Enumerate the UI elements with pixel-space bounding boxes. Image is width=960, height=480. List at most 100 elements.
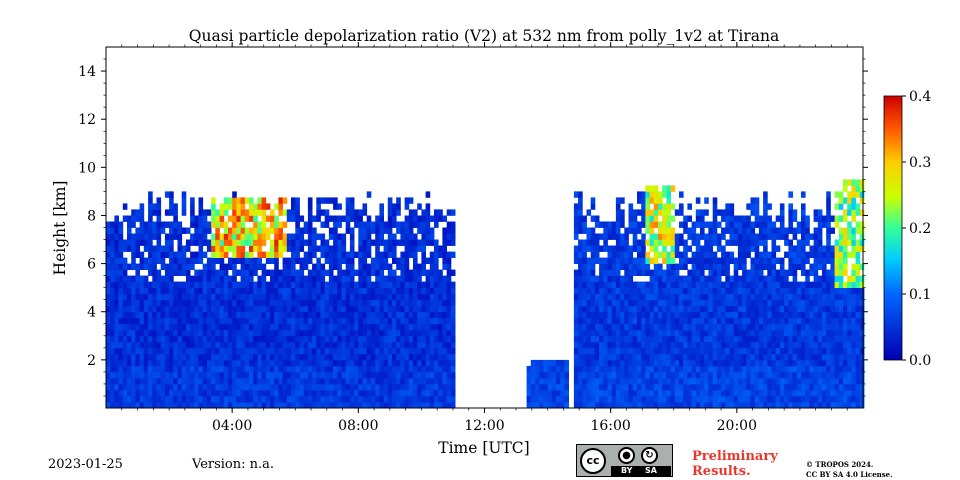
heatmap-cell xyxy=(662,281,667,288)
heatmap-cell xyxy=(223,227,229,234)
heatmap-cell xyxy=(328,197,334,204)
heatmap-cell xyxy=(366,377,372,385)
heatmap-cell xyxy=(387,341,393,349)
heatmap-cell xyxy=(666,317,671,325)
heatmap-cell xyxy=(370,323,376,331)
heatmap-cell xyxy=(649,335,655,343)
heatmap-cell xyxy=(375,275,380,282)
heatmap-cell xyxy=(202,215,208,222)
heatmap-cell xyxy=(826,371,831,379)
heatmap-cell xyxy=(299,371,305,379)
heatmap-cell xyxy=(822,281,827,288)
heatmap-cell xyxy=(582,293,587,301)
heatmap-cell xyxy=(387,209,393,216)
heatmap-cell xyxy=(450,221,456,228)
heatmap-cell xyxy=(118,383,124,391)
heatmap-cell xyxy=(683,281,688,288)
heatmap-cell xyxy=(122,275,128,282)
heatmap-cell xyxy=(253,227,258,234)
heatmap-cell xyxy=(223,383,229,391)
heatmap-cell xyxy=(530,402,536,409)
heatmap-cell xyxy=(198,389,204,397)
heatmap-cell xyxy=(160,281,166,288)
heatmap-cell xyxy=(270,335,275,343)
heatmap-cell xyxy=(333,221,338,228)
heatmap-cell xyxy=(641,347,646,355)
heatmap-cell xyxy=(695,239,701,246)
heatmap-cell xyxy=(754,329,760,337)
heatmap-cell xyxy=(387,335,393,343)
heatmap-cell xyxy=(658,269,663,276)
heatmap-cell xyxy=(328,299,334,307)
heatmap-cell xyxy=(801,269,806,276)
heatmap-cell xyxy=(379,329,384,337)
heatmap-cell xyxy=(413,275,418,282)
heatmap-cell xyxy=(127,227,132,234)
heatmap-cell xyxy=(244,269,250,276)
heatmap-cell xyxy=(135,305,140,313)
heatmap-cell xyxy=(270,311,275,319)
heatmap-cell xyxy=(578,251,583,258)
heatmap-cell xyxy=(666,335,671,343)
heatmap-cell xyxy=(114,221,119,228)
heatmap-cell xyxy=(265,251,271,258)
heatmap-cell xyxy=(421,239,426,246)
heatmap-cell xyxy=(637,341,642,349)
heatmap-cell xyxy=(834,377,840,385)
heatmap-cell xyxy=(620,215,625,222)
heatmap-cell xyxy=(337,341,342,349)
heatmap-cell xyxy=(700,329,705,337)
heatmap-cell xyxy=(152,287,157,295)
heatmap-cell xyxy=(404,269,410,276)
heatmap-cell xyxy=(122,353,128,361)
heatmap-cell xyxy=(843,377,848,385)
heatmap-cell xyxy=(578,281,583,288)
heatmap-cell xyxy=(543,371,548,379)
heatmap-cell xyxy=(127,287,132,295)
heatmap-cell xyxy=(796,359,802,367)
heatmap-cell xyxy=(354,269,359,276)
heatmap-cell xyxy=(843,341,848,349)
heatmap-cell xyxy=(236,245,241,252)
heatmap-cell xyxy=(404,335,410,343)
heatmap-cell xyxy=(425,239,431,246)
heatmap-cell xyxy=(131,311,136,319)
heatmap-cell xyxy=(578,221,583,228)
heatmap-cell xyxy=(211,251,216,258)
heatmap-cell xyxy=(131,215,136,222)
heatmap-cell xyxy=(746,227,751,234)
heatmap-cell xyxy=(337,299,342,307)
heatmap-cell xyxy=(737,329,743,337)
heatmap-cell xyxy=(796,396,802,403)
heatmap-cell xyxy=(169,317,174,325)
heatmap-cell xyxy=(746,341,751,349)
heatmap-cell xyxy=(653,209,659,216)
heatmap-cell xyxy=(670,269,676,276)
x-axis: 04:00 08:00 12:00 16:00 20:00 xyxy=(121,42,848,434)
heatmap-cell xyxy=(211,305,216,313)
heatmap-cell xyxy=(687,257,692,264)
heatmap-cell xyxy=(379,299,384,307)
heatmap-cell xyxy=(573,227,579,234)
heatmap-cell xyxy=(779,371,785,379)
heatmap-cell xyxy=(615,287,621,295)
heatmap-cell xyxy=(312,371,317,379)
heatmap-cell xyxy=(429,359,435,367)
heatmap-cell xyxy=(784,233,789,240)
heatmap-cell xyxy=(358,227,363,234)
heatmap-cell xyxy=(590,239,596,246)
heatmap-cell xyxy=(653,396,659,403)
heatmap-cell xyxy=(813,245,819,252)
heatmap-cell xyxy=(670,203,676,210)
heatmap-cell xyxy=(249,257,254,264)
heatmap-cell xyxy=(834,299,840,307)
heatmap-cell xyxy=(429,251,435,258)
heatmap-cell xyxy=(148,263,153,270)
heatmap-cell xyxy=(859,287,865,295)
heatmap-cell xyxy=(834,275,840,282)
heatmap-cell xyxy=(156,317,162,325)
heatmap-cell xyxy=(370,371,376,379)
heatmap-cell xyxy=(603,227,608,234)
heatmap-cell xyxy=(847,299,852,307)
heatmap-cell xyxy=(847,389,852,397)
